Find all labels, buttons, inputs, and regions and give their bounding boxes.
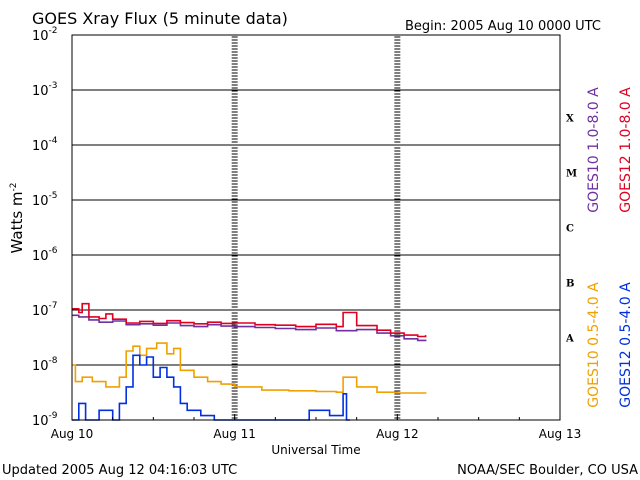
y-tick-base: 10 <box>32 249 49 264</box>
x-axis-label: Universal Time <box>271 443 360 457</box>
flare-class-label: X <box>566 114 574 125</box>
legend-entry: GOES10 1.0-8.0 A <box>586 87 602 213</box>
begin-date: Begin: 2005 Aug 10 0000 UTC <box>405 19 601 34</box>
x-tick-label: Aug 11 <box>213 427 256 441</box>
y-tick-base: 10 <box>32 359 49 374</box>
plot-frame <box>71 34 561 421</box>
x-tick-label: Aug 13 <box>539 427 582 441</box>
y-axis-ticks: 10-910-810-710-610-510-410-310-2 <box>32 26 58 429</box>
series-line <box>72 354 350 421</box>
legend-entry: GOES12 1.0-8.0 A <box>618 87 634 213</box>
y-tick-base: 10 <box>32 414 49 429</box>
grid-lines <box>72 89 560 366</box>
flare-class-label: B <box>566 279 574 290</box>
flare-class-label: A <box>565 334 574 345</box>
y-tick-base: 10 <box>32 194 49 209</box>
x-tick-label: Aug 10 <box>51 427 94 441</box>
y-tick-exp: -3 <box>49 81 58 91</box>
day-markers <box>231 36 401 419</box>
y-tick-label: 10-4 <box>32 136 58 154</box>
updated-timestamp: Updated 2005 Aug 12 04:16:03 UTC <box>2 463 237 478</box>
series-line <box>72 342 427 394</box>
y-axis-label: Watts m-2 <box>8 182 26 253</box>
y-tick-exp: -8 <box>49 356 58 366</box>
x-tick-label: Aug 12 <box>376 427 419 441</box>
y-tick-label: 10-5 <box>32 191 58 209</box>
flare-class-label: M <box>566 169 577 180</box>
y-axis-label-base: Watts m <box>8 191 26 253</box>
flare-class-label: C <box>566 224 574 235</box>
y-tick-exp: -7 <box>49 301 58 311</box>
y-tick-base: 10 <box>32 304 49 319</box>
y-tick-base: 10 <box>32 139 49 154</box>
y-tick-label: 10-7 <box>32 301 58 319</box>
y-tick-label: 10-3 <box>32 81 58 99</box>
y-tick-exp: -6 <box>49 246 58 256</box>
legend-entry: GOES10 0.5-4.0 A <box>586 282 602 408</box>
y-tick-exp: -9 <box>49 411 58 421</box>
y-tick-exp: -5 <box>49 191 58 201</box>
series-line <box>72 302 427 338</box>
legend-entry: GOES12 0.5-4.0 A <box>618 282 634 408</box>
y-tick-label: 10-8 <box>32 356 58 374</box>
y-axis-label-exp: -2 <box>9 182 19 191</box>
series-line <box>72 314 427 342</box>
series-layer <box>72 302 427 421</box>
y-tick-exp: -2 <box>49 26 58 36</box>
y-tick-label: 10-9 <box>32 411 58 429</box>
legend: GOES10 1.0-8.0 A GOES12 1.0-8.0 A GOES10 0… <box>586 87 634 408</box>
chart-title: GOES Xray Flux (5 minute data) <box>32 9 288 28</box>
y-tick-base: 10 <box>32 84 49 99</box>
y-tick-label: 10-6 <box>32 246 58 264</box>
x-axis-ticks: Aug 10 Aug 11 Aug 12 Aug 13 <box>51 414 582 441</box>
y-tick-label: 10-2 <box>32 26 58 44</box>
flare-class-labels: A B C M X <box>565 114 577 345</box>
credit-text: NOAA/SEC Boulder, CO USA <box>457 463 638 478</box>
y-tick-base: 10 <box>32 29 49 44</box>
y-tick-exp: -4 <box>49 136 58 146</box>
